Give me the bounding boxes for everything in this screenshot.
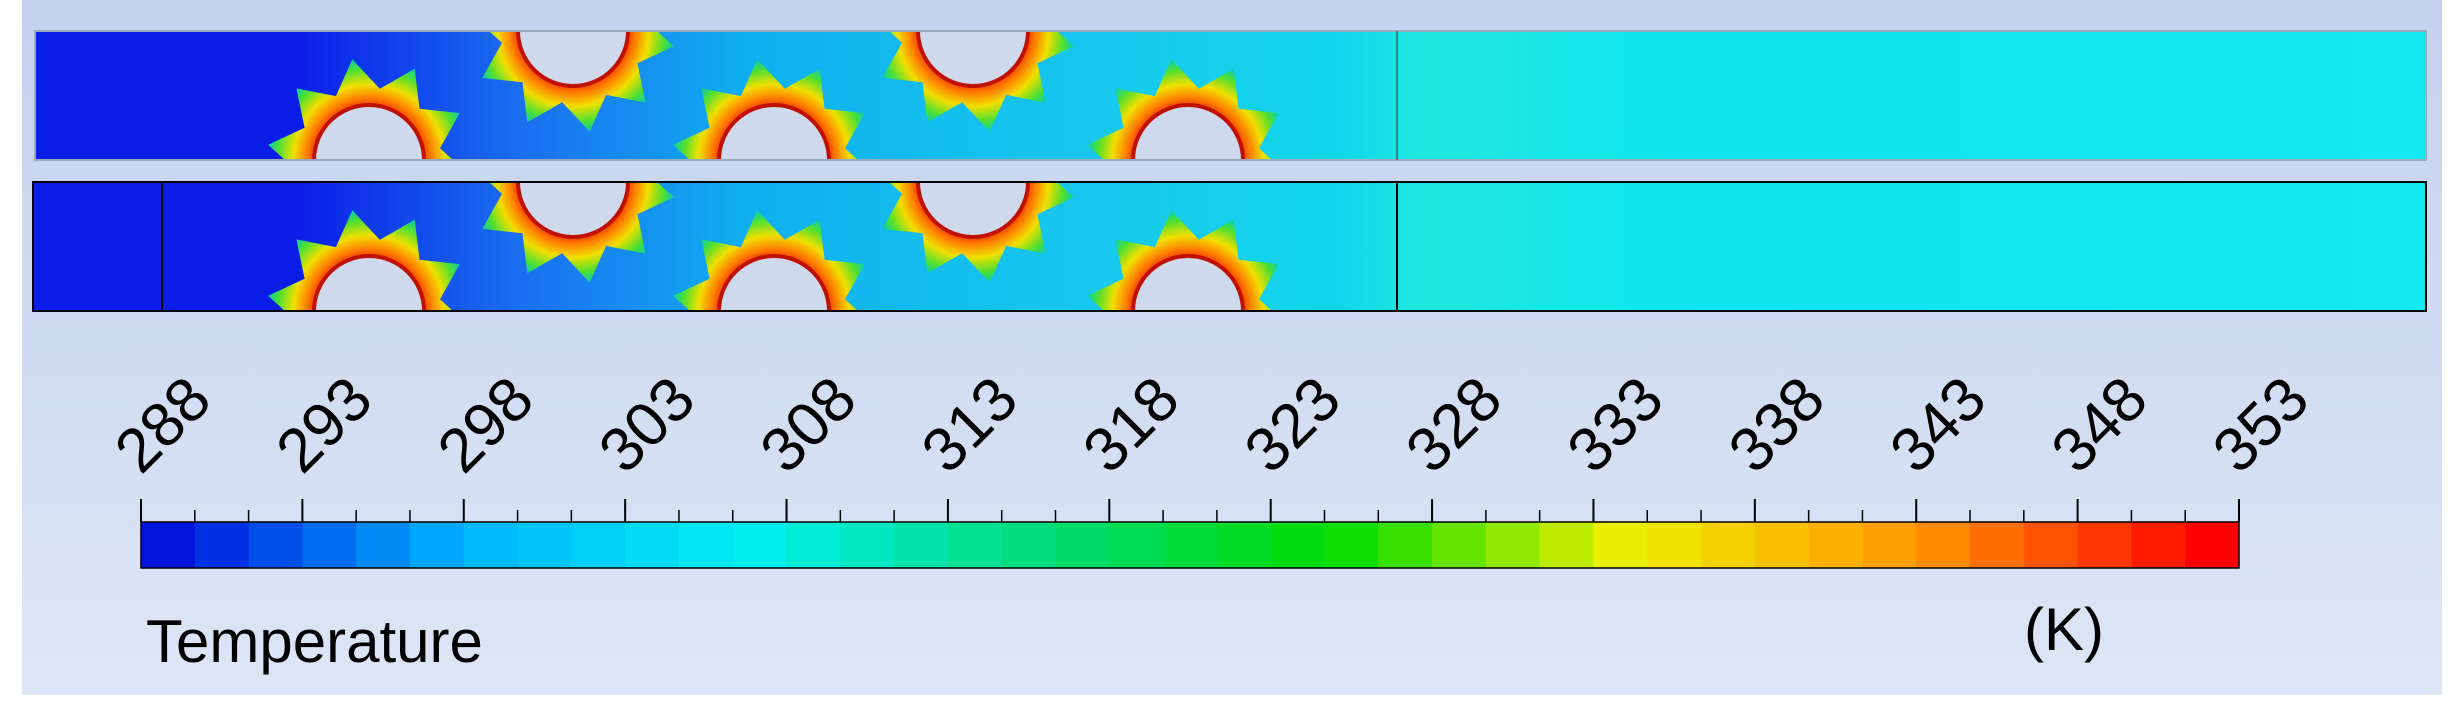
color-band — [1862, 522, 1917, 568]
tube — [916, 31, 1030, 88]
color-band — [1539, 522, 1594, 568]
color-band — [1701, 522, 1756, 568]
color-band — [1001, 522, 1057, 568]
color-band — [248, 522, 303, 568]
tube — [717, 254, 831, 311]
tube — [1131, 254, 1245, 311]
color-band — [1163, 522, 1218, 568]
color-band — [141, 522, 196, 568]
color-band — [1109, 522, 1164, 568]
contour-panel — [35, 31, 2426, 160]
tube — [516, 182, 630, 239]
color-band — [1647, 522, 1702, 568]
color-band — [2131, 522, 2186, 568]
color-band — [678, 522, 734, 568]
tube — [312, 254, 426, 311]
colorbar-title: Temperature — [146, 608, 483, 675]
color-band — [409, 522, 465, 568]
color-band — [356, 522, 411, 568]
color-band — [2185, 522, 2240, 568]
tube — [1131, 103, 1245, 160]
color-band — [1593, 522, 1648, 568]
color-band — [732, 522, 788, 568]
color-band — [1055, 522, 1110, 568]
color-band — [1754, 522, 1810, 568]
color-band — [625, 522, 680, 568]
color-band — [1324, 522, 1379, 568]
color-band — [947, 522, 1003, 568]
color-band — [1808, 522, 1863, 568]
color-band — [786, 522, 841, 568]
tube — [916, 182, 1030, 239]
color-band — [894, 522, 949, 568]
color-band — [1216, 522, 1272, 568]
color-band — [1485, 522, 1541, 568]
color-band — [2023, 522, 2079, 568]
color-band — [571, 522, 626, 568]
color-band — [302, 522, 357, 568]
color-band — [1432, 522, 1487, 568]
color-band — [1916, 522, 1971, 568]
color-band — [1270, 522, 1325, 568]
tube — [516, 31, 630, 88]
color-band — [2077, 522, 2132, 568]
color-band — [840, 522, 895, 568]
tube — [312, 103, 426, 160]
contour-panel — [33, 182, 2426, 311]
colorbar-unit: (K) — [2024, 596, 2104, 663]
color-band — [517, 522, 572, 568]
colorbar-frame — [140, 521, 2240, 569]
color-band — [194, 522, 250, 568]
color-band — [1970, 522, 2025, 568]
color-band — [463, 522, 519, 568]
color-band — [1378, 522, 1433, 568]
tube — [717, 103, 831, 160]
